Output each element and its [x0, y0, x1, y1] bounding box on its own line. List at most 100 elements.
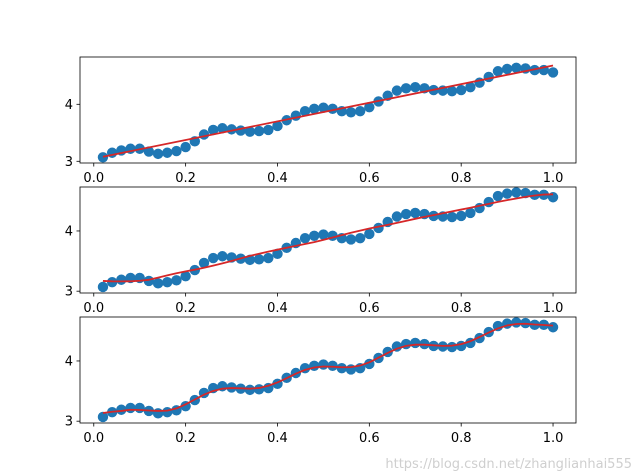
scatter-point: [290, 110, 302, 121]
scatter-point: [253, 125, 265, 137]
scatter-point: [152, 278, 164, 289]
scatter-point: [244, 384, 256, 396]
scatter-point: [309, 230, 320, 241]
x-tick-label: 1.0: [543, 431, 564, 446]
x-tick-label: 0.0: [83, 301, 104, 316]
scatter-point: [400, 208, 412, 220]
scatter-point: [318, 359, 329, 370]
scatter-point: [455, 210, 467, 222]
scatter-point: [97, 281, 109, 293]
scatter-point: [492, 66, 504, 77]
scatter-point: [364, 101, 375, 113]
scatter-point: [217, 251, 228, 262]
scatter-point: [336, 362, 347, 374]
y-tick-label: 4: [65, 354, 73, 369]
y-tick-label: 3: [65, 155, 73, 170]
x-tick-label: 0.4: [267, 171, 288, 186]
x-tick-label: 0.2: [175, 301, 196, 316]
x-tick-label: 0.8: [451, 171, 472, 186]
scatter-point: [492, 190, 504, 202]
x-tick-label: 0.8: [451, 301, 472, 316]
scatter-point: [410, 337, 421, 349]
scatter-point: [364, 228, 375, 240]
x-tick-label: 0.6: [359, 171, 380, 186]
scatter-point: [391, 211, 403, 222]
scatter-point: [354, 232, 366, 244]
scatter-point: [410, 82, 421, 93]
axes-frame: [79, 316, 577, 424]
scatter-point: [198, 129, 210, 140]
x-tick-label: 1.0: [543, 301, 564, 316]
x-tick-label: 0.0: [83, 171, 104, 186]
scatter-point: [318, 102, 329, 113]
scatter-point: [116, 274, 127, 285]
scatter-point: [400, 83, 412, 94]
x-tick-label: 0.6: [359, 431, 380, 446]
scatter-point: [116, 404, 127, 415]
scatter-point: [244, 126, 256, 137]
scatter-point: [446, 341, 458, 353]
scatter-point: [345, 107, 357, 118]
scatter-point: [171, 145, 182, 157]
scatter-point: [354, 105, 366, 117]
scatter-point: [180, 270, 191, 282]
scatter-point: [299, 105, 311, 117]
fit-line: [102, 64, 554, 158]
scatter-point: [465, 207, 476, 219]
scatter-point: [511, 62, 522, 74]
scatter-point: [162, 406, 173, 418]
scatter-point: [162, 147, 173, 158]
scatter-point: [455, 84, 467, 96]
x-tick-label: 0.6: [359, 301, 380, 316]
y-tick-label: 3: [65, 285, 73, 300]
scatter-point: [143, 146, 155, 157]
x-tick-label: 0.2: [175, 431, 196, 446]
scatter-point: [198, 257, 210, 269]
y-tick-label: 4: [65, 224, 73, 239]
scatter-point: [152, 148, 164, 160]
x-tick-label: 0.4: [267, 301, 288, 316]
scatter-point: [511, 317, 522, 328]
scatter-point: [263, 124, 274, 136]
x-tick-label: 0.8: [451, 431, 472, 446]
scatter-point: [547, 322, 559, 333]
scatter-point: [483, 196, 494, 208]
scatter-point: [511, 187, 522, 198]
scatter-point: [327, 360, 338, 371]
scatter-point: [465, 82, 476, 93]
fit-line: [102, 193, 554, 283]
scatter-point: [299, 232, 311, 244]
scatter-point: [446, 211, 458, 223]
y-tick-label: 3: [65, 415, 73, 430]
scatter-point: [501, 188, 513, 199]
scatter-point: [446, 85, 458, 97]
scatter-point: [253, 254, 265, 265]
scatter-point: [345, 234, 357, 245]
scatter-point: [207, 252, 219, 264]
scatter-point: [171, 275, 182, 286]
fit-line: [102, 322, 554, 414]
y-tick-label: 4: [65, 98, 73, 113]
scatter-point: [180, 141, 191, 153]
scatter-point: [272, 248, 283, 260]
scatter-point: [263, 252, 274, 264]
scatter-point: [410, 207, 421, 219]
scatter-point: [309, 103, 320, 115]
x-tick-label: 0.0: [83, 431, 104, 446]
scatter-point: [97, 152, 109, 163]
x-tick-label: 1.0: [543, 171, 564, 186]
watermark: https://blog.csdn.net/zhanglianhai555: [385, 457, 632, 472]
subplot-3: 0.0 0.2 0.4 0.6 0.8 1.0 3 4: [65, 316, 577, 446]
x-tick-label: 0.2: [175, 171, 196, 186]
scatter-point: [152, 408, 164, 419]
scatter-point: [134, 402, 145, 414]
scatter-point: [309, 360, 320, 371]
scatter-point: [272, 120, 283, 132]
scatter-point: [207, 124, 219, 136]
scatter-point: [162, 276, 173, 288]
scatter-point: [318, 229, 329, 240]
subplot-2: 0.0 0.2 0.4 0.6 0.8 1.0 3 4: [65, 186, 577, 316]
subplot-1: 0.0 0.2 0.4 0.6 0.8 1.0 3 4: [65, 56, 577, 186]
scatter-point: [391, 85, 403, 96]
